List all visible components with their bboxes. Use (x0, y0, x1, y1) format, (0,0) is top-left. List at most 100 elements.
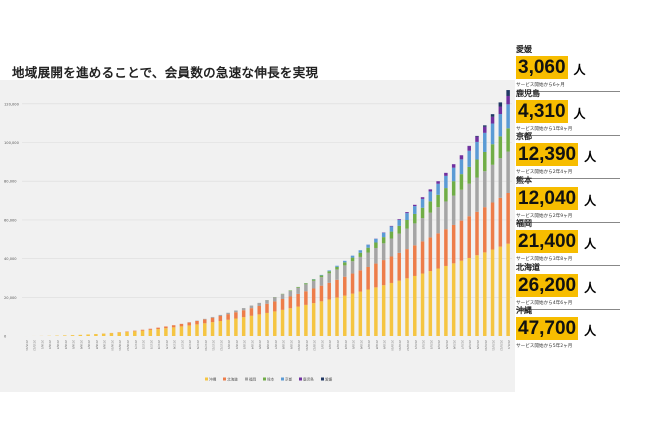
bar-segment (467, 146, 471, 151)
bar-segment (210, 316, 215, 318)
member-count: 47,700 (516, 317, 579, 340)
bar-segment (420, 207, 425, 219)
bar-segment (335, 297, 339, 336)
bar-segment (381, 237, 386, 244)
legend-swatch (321, 377, 324, 381)
bar-segment (389, 256, 394, 283)
chart-area: 0 20,000 40,000 60,000 80,000 100,000 120,000 2… (0, 80, 515, 392)
bar-segment (117, 332, 121, 336)
unit-label: 人 (584, 150, 597, 164)
x-tick-label: 2019/10 (390, 340, 394, 351)
x-tick-label: 2015/12 (33, 340, 37, 351)
x-tick-label: 2020/12 (499, 340, 503, 351)
x-tick-label: 2019/1 (320, 340, 324, 349)
bar-segment (420, 241, 425, 274)
bar-segment (405, 228, 409, 250)
bar-segment (389, 225, 394, 227)
bar-segment (327, 282, 331, 300)
bar-segment (164, 328, 168, 336)
x-tick-label: 2019/5 (352, 340, 356, 349)
bar-segment (195, 324, 199, 336)
bar-segment (148, 329, 153, 336)
bar-segment (506, 95, 510, 105)
bar-segment (389, 282, 394, 336)
x-tick-label: 2018/5 (258, 340, 262, 349)
bar-segment (226, 314, 230, 320)
bar-segment (420, 198, 425, 208)
x-tick-label: 2018/7 (274, 340, 278, 349)
bar-segment (381, 260, 386, 286)
bar-segment (210, 322, 215, 336)
x-tick-label: 2015/11 (25, 340, 29, 351)
bar-segment (506, 90, 510, 96)
region-card: 愛媛 3,060 人 サービス開始から6ヶ月 (516, 44, 620, 92)
bar-segment (475, 141, 479, 160)
y-tick-label: 20,000 (4, 296, 17, 300)
member-count: 26,200 (516, 273, 579, 297)
legend-swatch (263, 377, 266, 381)
x-tick-label: 2018/3 (243, 340, 247, 349)
bar-segment (459, 155, 464, 160)
bar-segment (475, 255, 479, 336)
x-tick-label: 2019/12 (406, 340, 410, 351)
bar-segment (179, 326, 184, 336)
bar-segment (498, 102, 503, 107)
bar-segment (311, 288, 316, 304)
x-tick-label: 2017/7 (180, 340, 184, 349)
bar-segment (156, 327, 160, 330)
bar-segment (374, 287, 378, 336)
bar-segment (498, 197, 503, 247)
service-duration: サービス開始から5年2ヶ月 (516, 344, 573, 349)
bar-segment (319, 301, 324, 336)
bar-segment (257, 305, 261, 315)
bar-segment (140, 330, 145, 336)
bar-segment (234, 312, 238, 319)
bar-segment (366, 289, 370, 336)
x-tick-label: 2018/6 (266, 340, 270, 349)
bar-segment (490, 123, 495, 145)
bar-segment (498, 106, 503, 115)
x-tick-label: 2020/11 (492, 340, 496, 351)
bar-segment (70, 335, 75, 336)
bar-segment (179, 323, 184, 327)
bar-segment (467, 150, 471, 167)
bar-segment (311, 303, 316, 336)
bar-segment (459, 189, 464, 221)
x-tick-label: 2017/5 (165, 340, 169, 349)
member-count: 4,310 (516, 99, 568, 123)
bar-segment (444, 201, 448, 230)
bar-segment (94, 334, 98, 336)
x-tick-label: 2018/4 (250, 340, 254, 349)
bar-segment (327, 299, 331, 336)
bar-segment (109, 333, 114, 336)
bar-segment (249, 308, 254, 316)
bar-segment (451, 224, 456, 264)
bar-segment (405, 212, 409, 214)
unit-label: 人 (573, 106, 586, 121)
bar-segment (203, 323, 207, 336)
bar-segment (475, 159, 479, 178)
bar-segment (436, 183, 440, 195)
bar-segment (78, 334, 83, 336)
region-card: 沖縄 47,700 人 サービス開始から5年2ヶ月 (516, 305, 620, 349)
bar-segment (459, 174, 464, 190)
region-name: 福岡 (516, 219, 532, 228)
x-tick-label: 2020/8 (468, 340, 472, 349)
unit-label: 人 (584, 324, 597, 338)
bar-segment (187, 322, 191, 326)
member-count: 3,060 (516, 56, 568, 79)
service-duration: サービス開始から2年4ヶ月 (516, 170, 573, 175)
bar-segment (428, 237, 433, 272)
bar-segment (343, 276, 347, 296)
bar-segment (226, 319, 230, 336)
bar-segment (257, 314, 261, 336)
x-tick-label: 2017/3 (149, 340, 153, 349)
bar-segment (296, 293, 300, 307)
bar-segment (475, 211, 479, 256)
y-tick-label: 100,000 (4, 141, 20, 145)
x-tick-label: 2016/3 (56, 340, 60, 349)
region-card: 鹿児島 4,310 人 サービス開始から1年8ヶ月 (516, 88, 620, 136)
bar-segment (288, 308, 293, 336)
bar-segment (413, 204, 417, 207)
bar-segment (203, 318, 207, 320)
